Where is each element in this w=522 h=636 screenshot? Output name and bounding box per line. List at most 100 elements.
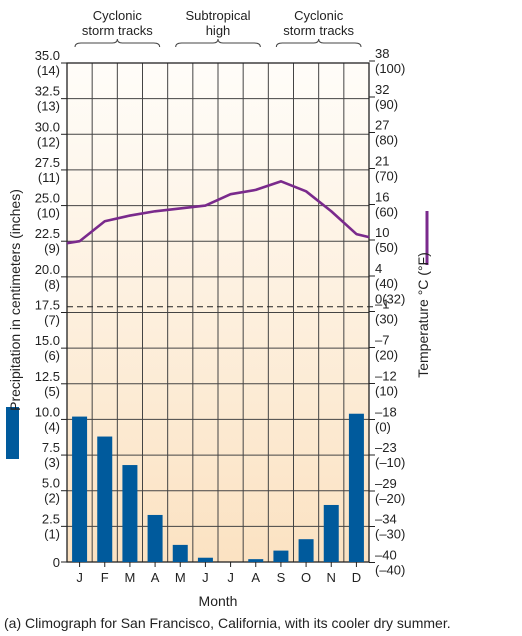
left-tick-label-cm: 17.5	[35, 298, 60, 313]
left-tick-label-in: (9)	[44, 241, 60, 256]
right-tick-label-f: (50)	[375, 240, 398, 255]
month-label-12: D	[352, 570, 361, 585]
left-axis-ticks: 0 2.5(1) 5.0(2) 7.5(3) 10.0(4) 12.5(5) 15.0(6)…	[35, 48, 67, 570]
band-label-line1: Cyclonic	[294, 8, 344, 23]
precip-bar-j-1	[72, 416, 88, 562]
left-tick-label-cm: 7.5	[42, 440, 60, 455]
right-tick-label-f: (–30)	[375, 527, 405, 542]
right-tick-label-c: –40	[375, 548, 397, 563]
precip-bar-a-4	[147, 514, 163, 562]
precip-bar-o-10	[298, 539, 314, 562]
month-label-8: A	[251, 570, 260, 585]
left-tick-label-cm: 27.5	[35, 155, 60, 170]
right-tick-label-c: 32	[375, 82, 389, 97]
right-tick-label-freezing: 0(32)	[375, 292, 405, 307]
left-tick-label-in: (6)	[44, 348, 60, 363]
left-tick-label-in: (5)	[44, 384, 60, 399]
right-tick-label-c: –1	[375, 297, 389, 312]
month-label-7: J	[227, 570, 234, 585]
left-tick-label-cm: 5.0	[42, 476, 60, 491]
right-tick-label-c: 38	[375, 46, 389, 61]
left-tick-label-in: (2)	[44, 491, 60, 506]
month-label-1: J	[76, 570, 83, 585]
month-label-3: M	[124, 570, 135, 585]
chart-caption: (a) Climograph for San Francisco, Califo…	[4, 615, 451, 631]
left-tick-label-in: (4)	[44, 419, 60, 434]
grid-lines	[66, 62, 373, 563]
right-tick-label-c: 10	[375, 225, 389, 240]
right-tick-label-c: –29	[375, 476, 397, 491]
month-label-9: S	[277, 570, 286, 585]
band-bracket	[275, 38, 362, 48]
x-axis-title: Month	[199, 593, 238, 609]
right-tick-label-f: (0)	[375, 420, 391, 435]
left-tick-label-cm: 15.0	[35, 333, 60, 348]
right-tick-label-f: (100)	[375, 61, 405, 76]
band-label-line2: storm tracks	[283, 23, 354, 38]
left-tick-label-cm: 2.5	[42, 511, 60, 526]
right-tick-label-c: 4	[375, 261, 382, 276]
precip-bar-f-2	[97, 436, 113, 562]
right-tick-label-f: (90)	[375, 97, 398, 112]
temperature-line	[66, 180, 370, 245]
legend	[6, 211, 429, 459]
left-tick-label-cm: 12.5	[35, 369, 60, 384]
left-tick-label-in: (10)	[37, 206, 60, 221]
right-tick-label-f: (10)	[375, 384, 398, 399]
left-tick-label-cm: 32.5	[35, 84, 60, 99]
band-label-line1: Subtropical	[185, 8, 250, 23]
right-tick-label-f: (–20)	[375, 491, 405, 506]
left-tick-label-in: (13)	[37, 99, 60, 114]
left-tick-label-cm: 10.0	[35, 404, 60, 419]
right-tick-label-f: (70)	[375, 169, 398, 184]
precip-bar-n-11	[323, 504, 339, 562]
month-label-4: A	[151, 570, 160, 585]
right-tick-label-c: –12	[375, 369, 397, 384]
band-label-line1: Cyclonic	[93, 8, 143, 23]
left-tick-label-in: (7)	[44, 313, 60, 328]
right-axis-ticks: –40(–40) –34(–30) –29(–20) –23(–10) –18(0) –1…	[369, 46, 405, 578]
right-tick-label-f: (–10)	[375, 455, 405, 470]
left-tick-label-in: (3)	[44, 455, 60, 470]
band-bracket	[175, 38, 261, 48]
left-tick-label-in: (8)	[44, 277, 60, 292]
right-tick-label-f: (20)	[375, 348, 398, 363]
left-tick-label-in: (11)	[38, 170, 60, 185]
left-tick-label-cm: 30.0	[35, 119, 60, 134]
y-axis-right-title: Temperature °C (°F)	[415, 252, 431, 378]
precip-bar-j-6	[197, 557, 213, 562]
legend-precipitation-swatch	[6, 407, 19, 459]
right-tick-label-f: (40)	[375, 276, 398, 291]
left-tick-label-in: (14)	[37, 63, 60, 78]
band-bracket	[74, 38, 161, 48]
precipitation-bars	[72, 413, 364, 562]
precip-bar-a-8	[248, 559, 264, 562]
band-label-line2: storm tracks	[82, 23, 153, 38]
month-label-2: F	[101, 570, 109, 585]
left-tick-label-cm: 20.0	[35, 262, 60, 277]
left-tick-label-cm: 0	[53, 555, 60, 570]
right-tick-label-f: (30)	[375, 312, 398, 327]
right-tick-label-c: 21	[375, 154, 389, 169]
month-label-10: O	[301, 570, 311, 585]
left-tick-label-in: (1)	[44, 526, 60, 541]
right-tick-label-c: 27	[375, 118, 389, 133]
precip-bar-m-5	[172, 544, 188, 562]
right-tick-label-f: (80)	[375, 133, 398, 148]
month-label-6: J	[202, 570, 209, 585]
right-tick-label-c: 16	[375, 190, 389, 205]
left-tick-label-cm: 35.0	[35, 48, 60, 63]
y-axis-left-title: Precipitation in centimeters (inches)	[7, 189, 23, 411]
precip-bar-m-3	[122, 465, 138, 562]
precip-bar-s-9	[273, 550, 289, 562]
month-label-5: M	[175, 570, 186, 585]
month-label-11: N	[327, 570, 336, 585]
right-tick-label-c: –7	[375, 333, 389, 348]
band-label-line2: high	[206, 23, 231, 38]
right-tick-label-f: (–40)	[375, 563, 405, 578]
temperature-line-group	[66, 180, 370, 245]
precip-bar-d-12	[348, 413, 364, 562]
